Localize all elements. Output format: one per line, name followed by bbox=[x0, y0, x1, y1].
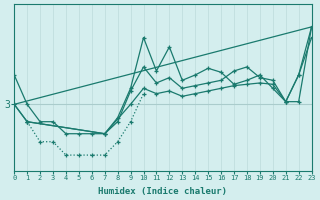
X-axis label: Humidex (Indice chaleur): Humidex (Indice chaleur) bbox=[98, 187, 228, 196]
